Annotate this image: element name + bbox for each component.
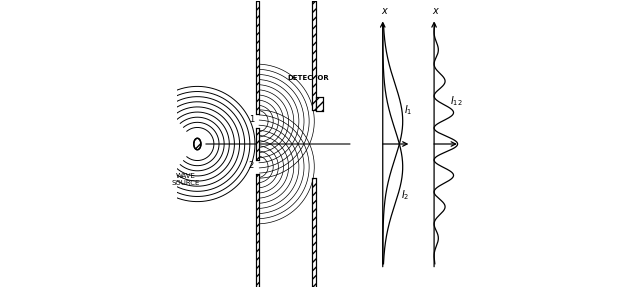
Bar bbox=[255, 1, 259, 114]
Text: x: x bbox=[433, 6, 438, 16]
Bar bbox=[312, 178, 316, 287]
Text: $I_2$: $I_2$ bbox=[401, 188, 410, 202]
Text: $I_1$: $I_1$ bbox=[404, 103, 413, 117]
Text: DETECTOR: DETECTOR bbox=[288, 75, 330, 81]
Text: WAVE
SOURCE: WAVE SOURCE bbox=[172, 173, 200, 185]
Bar bbox=[312, 1, 316, 110]
Bar bbox=[255, 128, 259, 160]
Bar bbox=[316, 97, 323, 111]
Text: x: x bbox=[381, 6, 387, 16]
Bar bbox=[255, 174, 259, 287]
Text: 1: 1 bbox=[249, 115, 254, 124]
Text: $I_{12}$: $I_{12}$ bbox=[450, 94, 463, 108]
Text: 2: 2 bbox=[249, 161, 254, 170]
